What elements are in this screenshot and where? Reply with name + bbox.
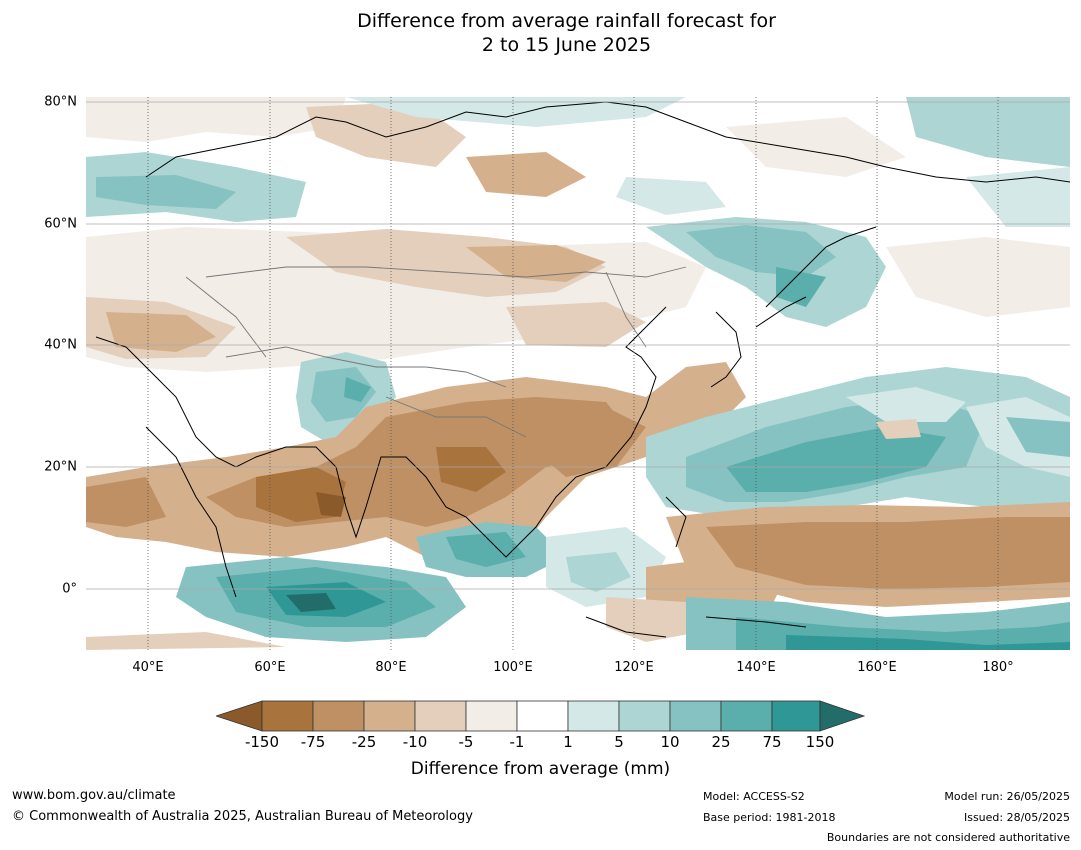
colorbar-tick-2: -75 [300, 733, 326, 751]
issued-label: Issued: 28/05/2025 [963, 811, 1070, 824]
colorbar-tick-11: 75 [762, 733, 782, 751]
colorbar-tick-7: 1 [563, 733, 573, 751]
country-borders [185, 266, 687, 438]
colorbar-low-extend [216, 700, 263, 732]
graticule [86, 97, 1070, 650]
model-run-label: Model run: 26/05/2025 [944, 790, 1070, 803]
lon-label-140e: 140°E [736, 660, 776, 675]
colorbar-tick-3: -25 [351, 733, 377, 751]
lat-label-0: 0° [62, 581, 77, 597]
lon-label-120e: 120°E [614, 660, 654, 675]
colorbar-swatch-7 [567, 700, 620, 732]
base-period-label: Base period: 1981-2018 [703, 811, 836, 824]
title-line-1: Difference from average rainfall forecas… [357, 10, 776, 32]
model-label: Model: ACCESS-S2 [703, 790, 805, 803]
colorbar-swatch-4 [414, 700, 467, 732]
colorbar-high-extend [819, 700, 866, 732]
lon-label-40e: 40°E [132, 660, 164, 675]
colorbar-swatch-11 [771, 700, 821, 732]
lat-label-60n: 60°N [44, 216, 77, 232]
colorbar-swatch-6 [516, 700, 569, 732]
colorbar-tick-4: -10 [402, 733, 428, 751]
lat-label-40n: 40°N [44, 337, 77, 353]
colorbar-tick-1: -150 [244, 733, 280, 751]
colorbar-tick-6: -1 [509, 733, 525, 751]
lon-label-60e: 60°E [254, 660, 286, 675]
lon-label-160e: 160°E [857, 660, 897, 675]
colorbar [216, 700, 866, 732]
lon-label-180: 180° [982, 660, 1014, 675]
colorbar-tick-9: 10 [660, 733, 680, 751]
colorbar-swatch-8 [618, 700, 671, 732]
colorbar-swatch-5 [465, 700, 518, 732]
chart-title: Difference from average rainfall forecas… [0, 9, 1081, 57]
anomaly-fields [86, 97, 1070, 650]
copyright-text: © Commonwealth of Australia 2025, Austra… [12, 809, 473, 824]
colorbar-swatch-10 [720, 700, 773, 732]
colorbar-swatch-3 [363, 700, 416, 732]
colorbar-swatch-2 [312, 700, 365, 732]
lon-label-100e: 100°E [493, 660, 533, 675]
lat-label-80n: 80°N [44, 94, 77, 110]
colorbar-tick-12: 150 [805, 733, 835, 751]
colorbar-title: Difference from average (mm) [410, 759, 671, 779]
title-line-2: 2 to 15 June 2025 [481, 34, 652, 56]
lon-label-80e: 80°E [375, 660, 407, 675]
colorbar-tick-8: 5 [614, 733, 624, 751]
boundaries-disclaimer: Boundaries are not considered authoritat… [826, 831, 1070, 844]
lat-label-20n: 20°N [44, 459, 77, 475]
colorbar-tick-10: 25 [711, 733, 731, 751]
rainfall-anomaly-map [86, 97, 1070, 650]
website-link[interactable]: www.bom.gov.au/climate [12, 788, 176, 803]
colorbar-swatch-9 [669, 700, 722, 732]
colorbar-swatch-1 [261, 700, 314, 732]
colorbar-tick-5: -5 [458, 733, 474, 751]
